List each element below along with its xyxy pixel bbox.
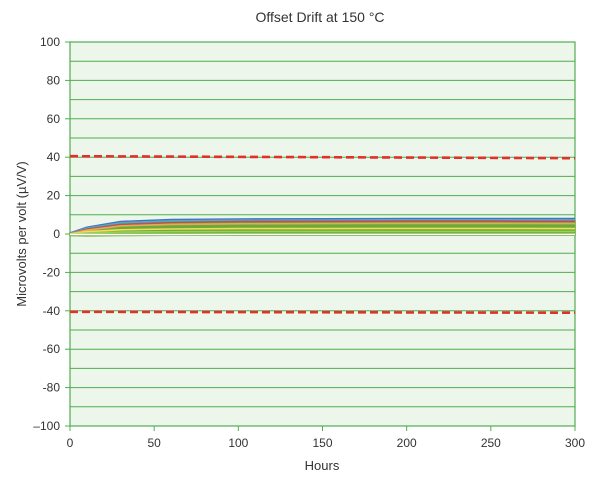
device-line-yellow (69, 227, 576, 235)
x-tick-label: 0 (67, 436, 74, 450)
device-line-orange (69, 222, 576, 235)
x-axis-ticks: 0 50 100 150 200 250 300 (67, 426, 585, 450)
y-tick-label: 40 (47, 150, 61, 164)
upper-limit (69, 154, 576, 160)
y-tick-label: -60 (43, 342, 61, 356)
y-tick-label: -80 (43, 381, 61, 395)
y-tick-label: -40 (43, 304, 61, 318)
lower-limit (69, 310, 576, 315)
y-tick-label: 60 (47, 112, 61, 126)
device-line-teal (69, 219, 576, 235)
y-tick-label: 0 (53, 227, 60, 241)
x-tick-label: 300 (565, 436, 585, 450)
device-line-red (69, 220, 576, 235)
x-tick-label: 200 (397, 436, 417, 450)
x-axis-label: Hours (305, 458, 340, 473)
limit-lines (69, 154, 576, 315)
x-tick-label: 250 (481, 436, 501, 450)
y-tick-label: 20 (47, 189, 61, 203)
y-tick-label: 80 (47, 73, 61, 87)
device-line-lightgreen (69, 230, 575, 235)
y-tick-label: –100 (33, 419, 60, 433)
x-tick-label: 100 (228, 436, 248, 450)
series-lines (69, 217, 576, 236)
chart-title: Offset Drift at 150 °C (255, 9, 384, 25)
y-axis-ticks: 100 80 60 40 20 0 -20 -40 -60 -80 –100 (33, 35, 70, 433)
x-tick-label: 150 (312, 436, 332, 450)
x-tick-label: 50 (147, 436, 161, 450)
y-tick-label: 100 (40, 35, 60, 49)
y-axis-label: Microvolts per volt (µV/V) (14, 161, 29, 306)
y-tick-label: -20 (43, 265, 61, 279)
device-line-blue (69, 217, 575, 234)
